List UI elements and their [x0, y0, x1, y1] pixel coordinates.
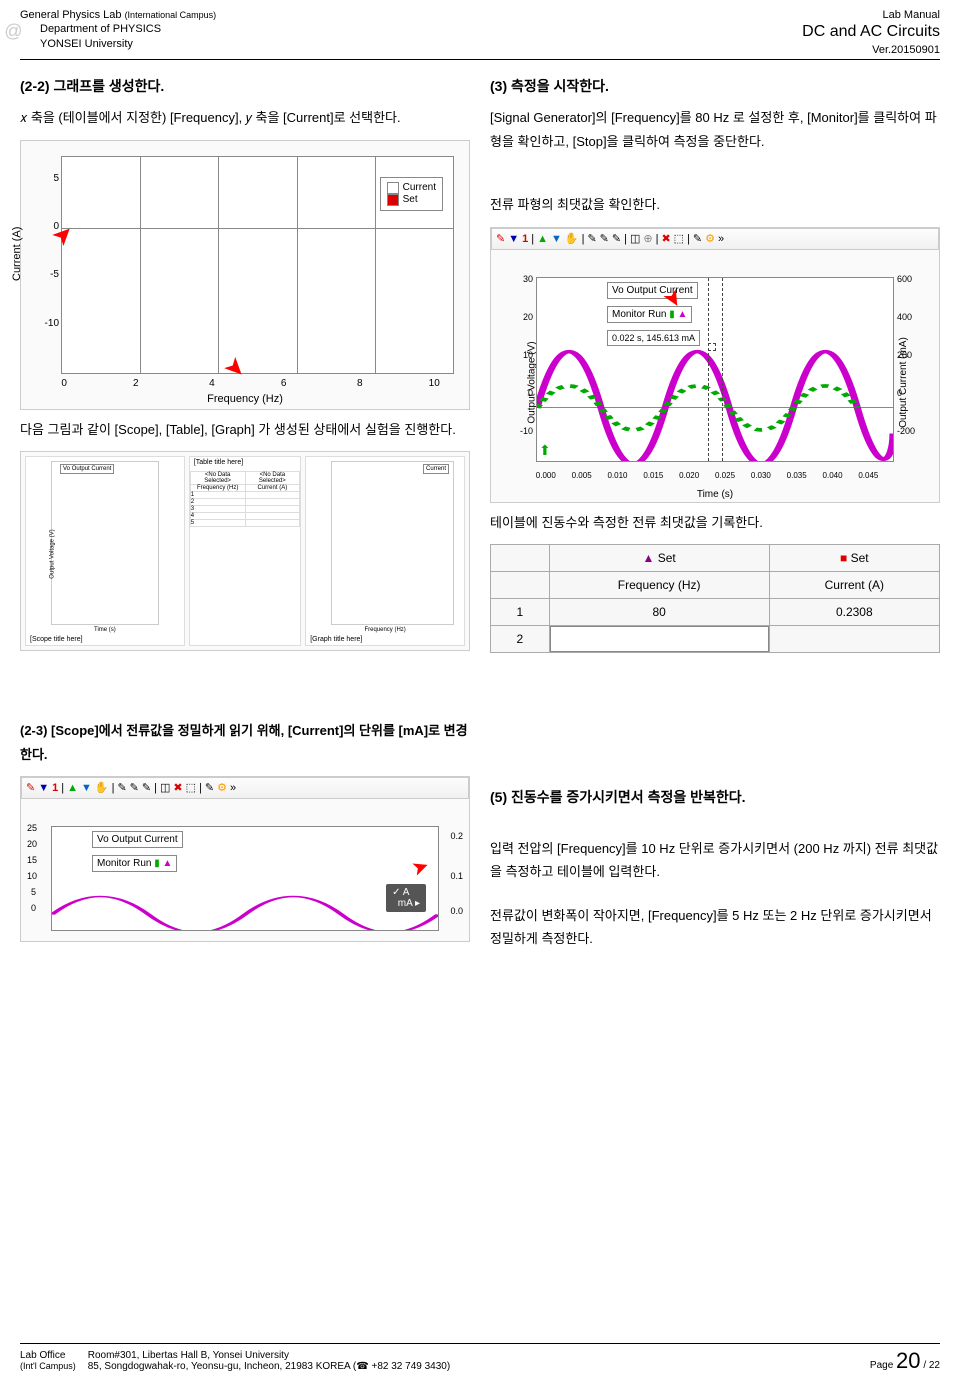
at-logo-icon: @ — [4, 20, 22, 43]
section-2-2-body2: 다음 그림과 같이 [Scope], [Table], [Graph] 가 생성… — [20, 418, 470, 441]
chart1-ylabel: Current (A) — [11, 226, 23, 280]
table-title: [Table title here] — [194, 459, 243, 466]
chart1-legend: Current Set — [380, 177, 443, 211]
unit-tooltip[interactable]: ✓ A mA ▸ — [386, 884, 426, 912]
scope-panel: Vo Output Current [Scope title here] Tim… — [25, 456, 185, 646]
chart2-xlabel: Time (s) — [697, 489, 733, 500]
chart3-figure: ✎▼1 | ▲▼✋ | ✎✎✎ | ◫✖⬚ | ✎⚙ » Vo Output C… — [20, 776, 470, 942]
section-2-2-body: 𝑥 축을 (테이블에서 지정한) [Frequency], 𝑦 축을 [Curr… — [20, 106, 470, 129]
right-column: (3) 측정을 시작한다. [Signal Generator]의 [Frequ… — [490, 70, 940, 960]
section-5-title: (5) 진동수를 증가시키면서 측정을 반복한다. — [490, 787, 940, 807]
section-3-title: (3) 측정을 시작한다. — [490, 76, 940, 96]
univ-name: YONSEI University — [20, 37, 216, 51]
left-column: (2-2) 그래프를 생성한다. 𝑥 축을 (테이블에서 지정한) [Frequ… — [20, 70, 470, 960]
section-3-body3: 테이블에 진동수와 측정한 전류 최댓값을 기록한다. — [490, 511, 940, 534]
ytick: -5 — [39, 269, 59, 280]
header-right: Lab Manual DC and AC Circuits Ver.201509… — [802, 8, 940, 57]
section-2-3-title: (2-3) [Scope]에서 전류값을 정밀하게 읽기 위해, [Curren… — [20, 719, 470, 766]
page-number: Page 20 / 22 — [870, 1348, 940, 1374]
table-col-frequency: Frequency (Hz) — [549, 571, 769, 598]
table-set-label: Set — [658, 551, 676, 565]
doc-title: DC and AC Circuits — [802, 22, 940, 43]
xtick: 8 — [357, 378, 363, 389]
table-row[interactable]: 2 — [491, 625, 940, 652]
up-arrow-icon: ⬆ — [539, 442, 551, 459]
chart1-plot: Current Set ➤ ➤ — [61, 156, 454, 374]
ytick: -10 — [39, 318, 59, 329]
table-set-label: Set — [851, 551, 869, 565]
table-row[interactable]: 1 80 0.2308 — [491, 598, 940, 625]
footer-office: Lab Office — [20, 1350, 76, 1361]
ytick: 5 — [39, 173, 59, 184]
xtick: 10 — [429, 378, 440, 389]
table-col-current: Current (A) — [769, 571, 939, 598]
scope-toolbar[interactable]: ✎▼1 | ▲▼✋ | ✎✎✎ | ◫✖⬚ | ✎⚙ » — [21, 777, 469, 799]
page-footer: Lab Office (Int'l Campus) Room#301, Libe… — [20, 1343, 940, 1374]
section-5-body2: 전류값이 변화폭이 작아지면, [Frequency]를 5 Hz 또는 2 H… — [490, 904, 940, 951]
section-3-body2: 전류 파형의 최댓값을 확인한다. — [490, 193, 940, 216]
data-entry-table: ▲ Set ■ Set Frequency (Hz) Current (A) 1… — [490, 544, 940, 653]
three-panel-figure: Vo Output Current [Scope title here] Tim… — [20, 451, 470, 651]
graph-title: [Graph title here] — [310, 636, 362, 643]
legend-set: Set — [403, 194, 418, 205]
section-5-body1: 입력 전압의 [Frequency]를 10 Hz 단위로 증가시키면서 (20… — [490, 837, 940, 884]
lab-name: General Physics Lab — [20, 9, 122, 21]
page-header: @ General Physics Lab (International Cam… — [20, 8, 940, 60]
ytick: 0 — [39, 221, 59, 232]
red-arrow-icon: ➤ — [220, 352, 251, 383]
campus-note: (International Campus) — [125, 10, 217, 20]
section-3-body: [Signal Generator]의 [Frequency]를 80 Hz 로… — [490, 106, 940, 153]
xtick: 0 — [61, 378, 67, 389]
chart1-xlabel: Frequency (Hz) — [207, 393, 283, 405]
version-label: Ver.20150901 — [802, 43, 940, 57]
manual-label: Lab Manual — [802, 8, 940, 22]
section-2-2-title: (2-2) 그래프를 생성한다. — [20, 76, 470, 96]
footer-addr1: Room#301, Libertas Hall B, Yonsei Univer… — [88, 1350, 450, 1361]
chart2-plot: Vo Output Current Monitor Run ▮ ▲ 0.022 … — [536, 277, 894, 462]
dept-name: Department of PHYSICS — [20, 22, 216, 36]
chart2-toolbar[interactable]: ✎▼1 | ▲▼✋ | ✎✎✎ | ◫ ⊕ | ✖⬚ | ✎⚙ » — [491, 228, 939, 250]
scope-title: [Scope title here] — [30, 636, 83, 643]
table-panel: [Table title here] <No Data Selected><No… — [189, 456, 301, 646]
graph-panel: Current [Graph title here] Frequency (Hz… — [305, 456, 465, 646]
xtick: 2 — [133, 378, 139, 389]
header-left: @ General Physics Lab (International Cam… — [20, 8, 216, 57]
xtick: 6 — [281, 378, 287, 389]
xtick: 4 — [209, 378, 215, 389]
chart3-plot: Vo Output Current Monitor Run ▮ ▲ ➤ ✓ A — [51, 826, 439, 931]
footer-campus: (Int'l Campus) — [20, 1361, 76, 1371]
chart2-figure: ✎▼1 | ▲▼✋ | ✎✎✎ | ◫ ⊕ | ✖⬚ | ✎⚙ » Output… — [490, 227, 940, 503]
legend-current: Current — [403, 182, 436, 193]
footer-addr2: 85, Songdogwahak-ro, Yeonsu-gu, Incheon,… — [88, 1361, 450, 1372]
chart-frequency-current: Current (A) Current Set ➤ ➤ 5 0 -5 — [20, 140, 470, 410]
